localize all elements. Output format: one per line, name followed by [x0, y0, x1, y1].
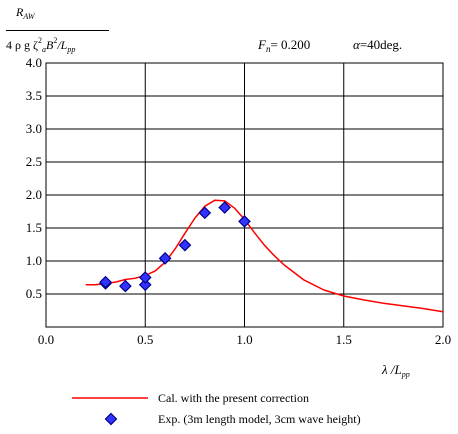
x-tick-label: 2.0 — [435, 332, 451, 347]
y-den-b: B — [45, 38, 54, 52]
alpha-symbol: α — [353, 37, 360, 52]
y-tick-label: 1.0 — [26, 253, 42, 268]
y-tick-label: 2.0 — [26, 187, 42, 202]
y-den-sub2: pp — [67, 45, 76, 54]
data-point-diamond — [158, 252, 172, 265]
legend-line-label: Cal. with the present correction — [158, 391, 309, 405]
froude-number-label: Fn= 0.200 — [258, 37, 310, 54]
data-point-diamond — [178, 238, 192, 252]
legend-diamond-swatch — [104, 412, 118, 426]
y-numerator-symbol: R — [16, 5, 24, 19]
y-tick-label: 2.5 — [26, 154, 42, 169]
data-point-diamond — [119, 279, 132, 293]
x-lambda: λ — [382, 362, 388, 377]
data-point-diamond — [138, 278, 152, 292]
x-sub: pp — [401, 370, 410, 379]
series-line-path — [85, 199, 444, 313]
fn-value: = 0.200 — [270, 37, 311, 52]
x-tick-label: 1.5 — [336, 332, 352, 347]
y-tick-label: 3.0 — [26, 121, 42, 136]
y-axis-label-numerator: RAW — [16, 5, 35, 21]
y-tick-label: 3.5 — [26, 88, 42, 103]
y-axis-label-denominator: 4 ρ g ζ2aB2/Lpp — [6, 36, 75, 54]
fn-symbol: F — [258, 37, 266, 52]
plot-frame — [45, 62, 444, 328]
y-tick-label: 0.5 — [26, 286, 42, 301]
data-point-diamond — [218, 201, 231, 214]
y-tick-label: 1.5 — [26, 220, 42, 235]
legend-marks — [72, 397, 148, 426]
series-exp-markers — [99, 201, 251, 293]
heading-angle-label: α=40deg. — [353, 37, 402, 53]
y-axis-label-fraction-bar — [6, 30, 109, 31]
y-den-sup1: 2 — [37, 36, 42, 45]
y-den-sup2: 2 — [53, 36, 58, 45]
tick-labels: 0.0 0.5 1.0 1.5 2.0 0.5 1.0 1.5 2.0 2.5 3.0 3.5 4.0 — [26, 55, 451, 347]
x-slash: /L — [387, 362, 402, 377]
data-point-diamond — [99, 275, 112, 289]
series-cal-line — [85, 199, 444, 313]
x-tick-label: 1.0 — [236, 332, 252, 347]
legend-marker-label: Exp. (3m length model, 3cm wave height) — [158, 412, 361, 426]
x-tick-label: 0.5 — [137, 332, 153, 347]
data-point-diamond — [238, 215, 251, 228]
data-point-diamond — [138, 271, 152, 284]
y-numerator-sub: AW — [23, 12, 35, 21]
fn-sub: n — [265, 44, 271, 54]
y-den-sub1: a — [41, 45, 46, 54]
y-den-c: /L — [57, 38, 68, 52]
y-den-a: 4 ρ g ζ — [6, 38, 38, 52]
data-point-diamond — [198, 206, 212, 220]
x-axis-label: λ /Lpp — [382, 362, 410, 379]
x-tick-label: 0.0 — [38, 332, 54, 347]
grid — [46, 63, 443, 327]
alpha-value: =40deg. — [359, 37, 403, 52]
y-tick-label: 4.0 — [26, 55, 42, 70]
